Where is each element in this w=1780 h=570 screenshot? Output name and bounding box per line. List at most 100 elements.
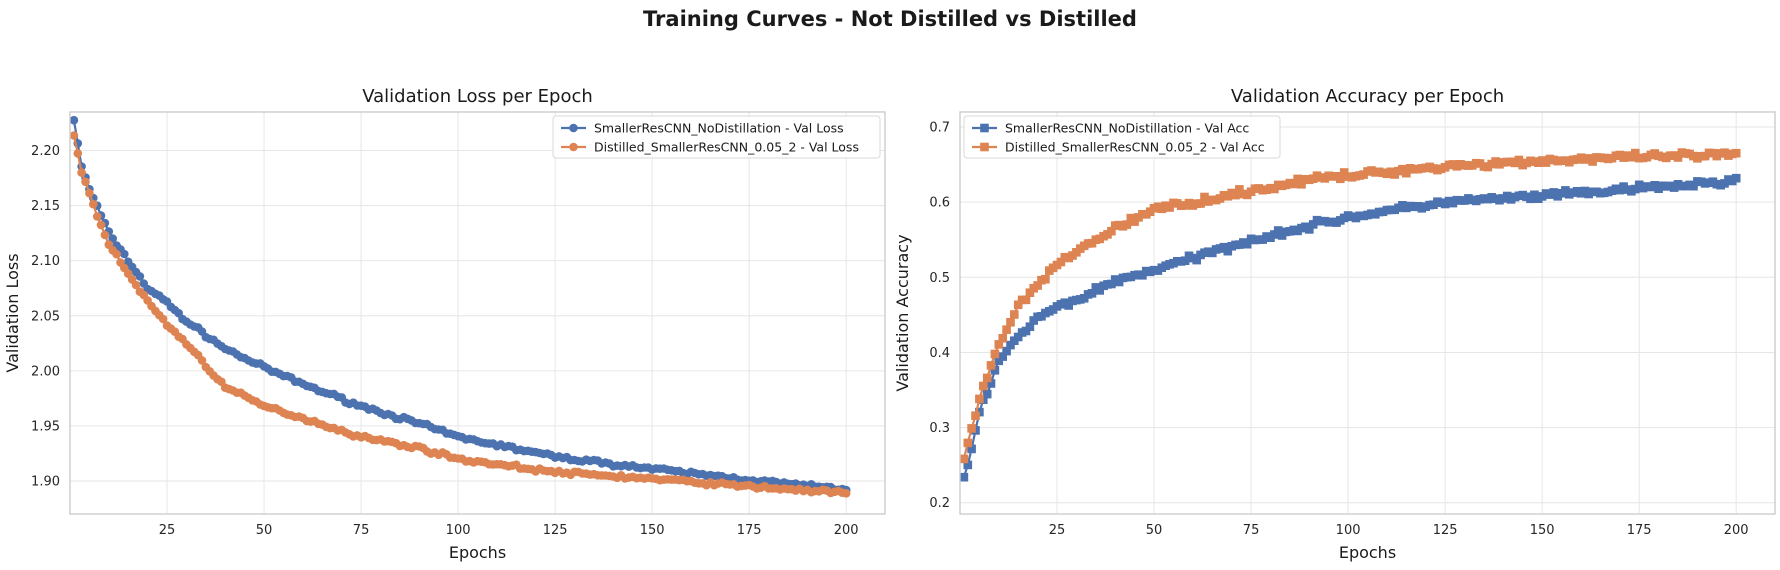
data-point bbox=[1673, 153, 1683, 162]
series-2 bbox=[960, 148, 1741, 464]
data-point bbox=[994, 340, 1004, 349]
x-tick-label: 25 bbox=[159, 523, 176, 538]
data-point bbox=[70, 115, 79, 125]
data-point bbox=[1006, 340, 1015, 350]
data-point bbox=[960, 454, 969, 464]
data-point bbox=[982, 389, 992, 399]
data-point bbox=[108, 234, 117, 243]
legend-marker bbox=[980, 123, 989, 133]
x-tick-label: 75 bbox=[1243, 523, 1260, 538]
data-point bbox=[979, 381, 988, 391]
data-point bbox=[77, 168, 86, 177]
chart-panel-1: 25 50 75 100 125 150 175 200 1.90 1.95 2.00 2.05 2.1… bbox=[3, 86, 886, 562]
data-point bbox=[1731, 148, 1741, 158]
data-point bbox=[70, 131, 79, 140]
data-point bbox=[1273, 226, 1283, 235]
data-point bbox=[1006, 318, 1015, 327]
data-point bbox=[1223, 246, 1233, 256]
x-tick-label: 200 bbox=[1724, 523, 1749, 538]
plot-frame bbox=[69, 111, 886, 515]
legend-box bbox=[552, 115, 881, 159]
data-point bbox=[1297, 180, 1306, 189]
x-axis-label: Epochs bbox=[449, 543, 506, 562]
y-tick-label: 0.3 bbox=[929, 421, 950, 436]
data-point bbox=[96, 220, 106, 230]
data-point bbox=[1095, 286, 1104, 295]
data-point bbox=[986, 379, 996, 388]
data-point bbox=[1107, 279, 1116, 289]
y-tick-label: 2.10 bbox=[31, 254, 60, 269]
y-tick-label: 2.05 bbox=[31, 309, 60, 324]
legend-label: SmallerResCNN_NoDistillation - Val Loss bbox=[594, 121, 844, 136]
chart-title: Validation Accuracy per Epoch bbox=[1231, 86, 1504, 107]
series-line bbox=[962, 151, 1737, 460]
x-tick-label: 175 bbox=[737, 523, 762, 538]
y-axis-label: Validation Loss bbox=[3, 253, 22, 372]
data-point bbox=[1200, 192, 1209, 202]
data-point bbox=[982, 373, 992, 383]
x-tick-label: 75 bbox=[353, 523, 370, 538]
legend-label: Distilled_SmallerResCNN_0.05_2 - Val Los… bbox=[594, 140, 859, 155]
data-point bbox=[1025, 288, 1035, 297]
data-point bbox=[1196, 199, 1205, 208]
x-tick-label: 50 bbox=[1146, 523, 1163, 538]
data-point bbox=[1180, 256, 1190, 265]
data-point bbox=[1305, 225, 1314, 234]
chart-title: Validation Loss per Epoch bbox=[362, 86, 593, 107]
data-point bbox=[990, 349, 1000, 359]
data-point bbox=[967, 424, 976, 433]
data-point bbox=[960, 472, 969, 482]
series-2 bbox=[70, 131, 851, 498]
legend-box bbox=[963, 115, 1281, 159]
plot-frame bbox=[959, 111, 1776, 515]
x-axis-label: Epochs bbox=[1339, 543, 1396, 562]
data-point bbox=[1731, 173, 1741, 183]
data-point bbox=[1165, 203, 1174, 212]
data-point bbox=[1087, 289, 1097, 298]
data-point bbox=[1231, 190, 1240, 200]
data-point bbox=[963, 438, 973, 448]
data-point bbox=[1033, 281, 1042, 290]
legend: SmallerResCNN_NoDistillation - Val Loss D… bbox=[552, 115, 881, 159]
series-line bbox=[962, 177, 1737, 478]
data-point bbox=[81, 177, 90, 187]
data-point bbox=[112, 249, 121, 259]
data-point bbox=[1064, 301, 1073, 310]
data-point bbox=[990, 366, 1000, 375]
data-point bbox=[1631, 148, 1640, 158]
data-point bbox=[841, 489, 851, 498]
y-tick-label: 0.6 bbox=[929, 196, 950, 211]
legend-marker bbox=[569, 142, 578, 152]
data-point bbox=[963, 460, 973, 470]
x-tick-label: 100 bbox=[446, 523, 471, 538]
x-tick-label: 50 bbox=[256, 523, 273, 538]
data-point bbox=[73, 149, 83, 158]
data-point bbox=[1235, 185, 1244, 194]
chart-panel-2: 25 50 75 100 125 150 175 200 0.2 0.3 0.4 0.5 0.6 0.7 V… bbox=[893, 86, 1776, 562]
y-tick-label: 2.15 bbox=[31, 199, 60, 214]
data-point bbox=[1192, 255, 1201, 265]
data-point bbox=[100, 230, 110, 240]
data-point bbox=[1002, 346, 1011, 356]
data-point bbox=[1013, 300, 1023, 310]
data-point bbox=[1122, 220, 1132, 229]
data-point bbox=[120, 249, 129, 259]
x-tick-label: 100 bbox=[1336, 523, 1361, 538]
data-point bbox=[998, 334, 1007, 343]
y-tick-label: 1.90 bbox=[31, 474, 60, 489]
data-point bbox=[967, 444, 976, 454]
x-tick-label: 25 bbox=[1049, 523, 1066, 538]
y-tick-label: 0.7 bbox=[929, 121, 950, 136]
data-point bbox=[89, 199, 98, 209]
series-1 bbox=[70, 115, 851, 495]
data-point bbox=[1402, 168, 1411, 178]
y-tick-label: 1.95 bbox=[31, 419, 60, 434]
data-point bbox=[85, 188, 94, 198]
data-point bbox=[971, 411, 980, 420]
data-point bbox=[1056, 257, 1066, 267]
x-tick-label: 150 bbox=[640, 523, 665, 538]
legend-label: Distilled_SmallerResCNN_0.05_2 - Val Acc bbox=[1005, 140, 1265, 155]
legend-marker bbox=[980, 142, 989, 152]
